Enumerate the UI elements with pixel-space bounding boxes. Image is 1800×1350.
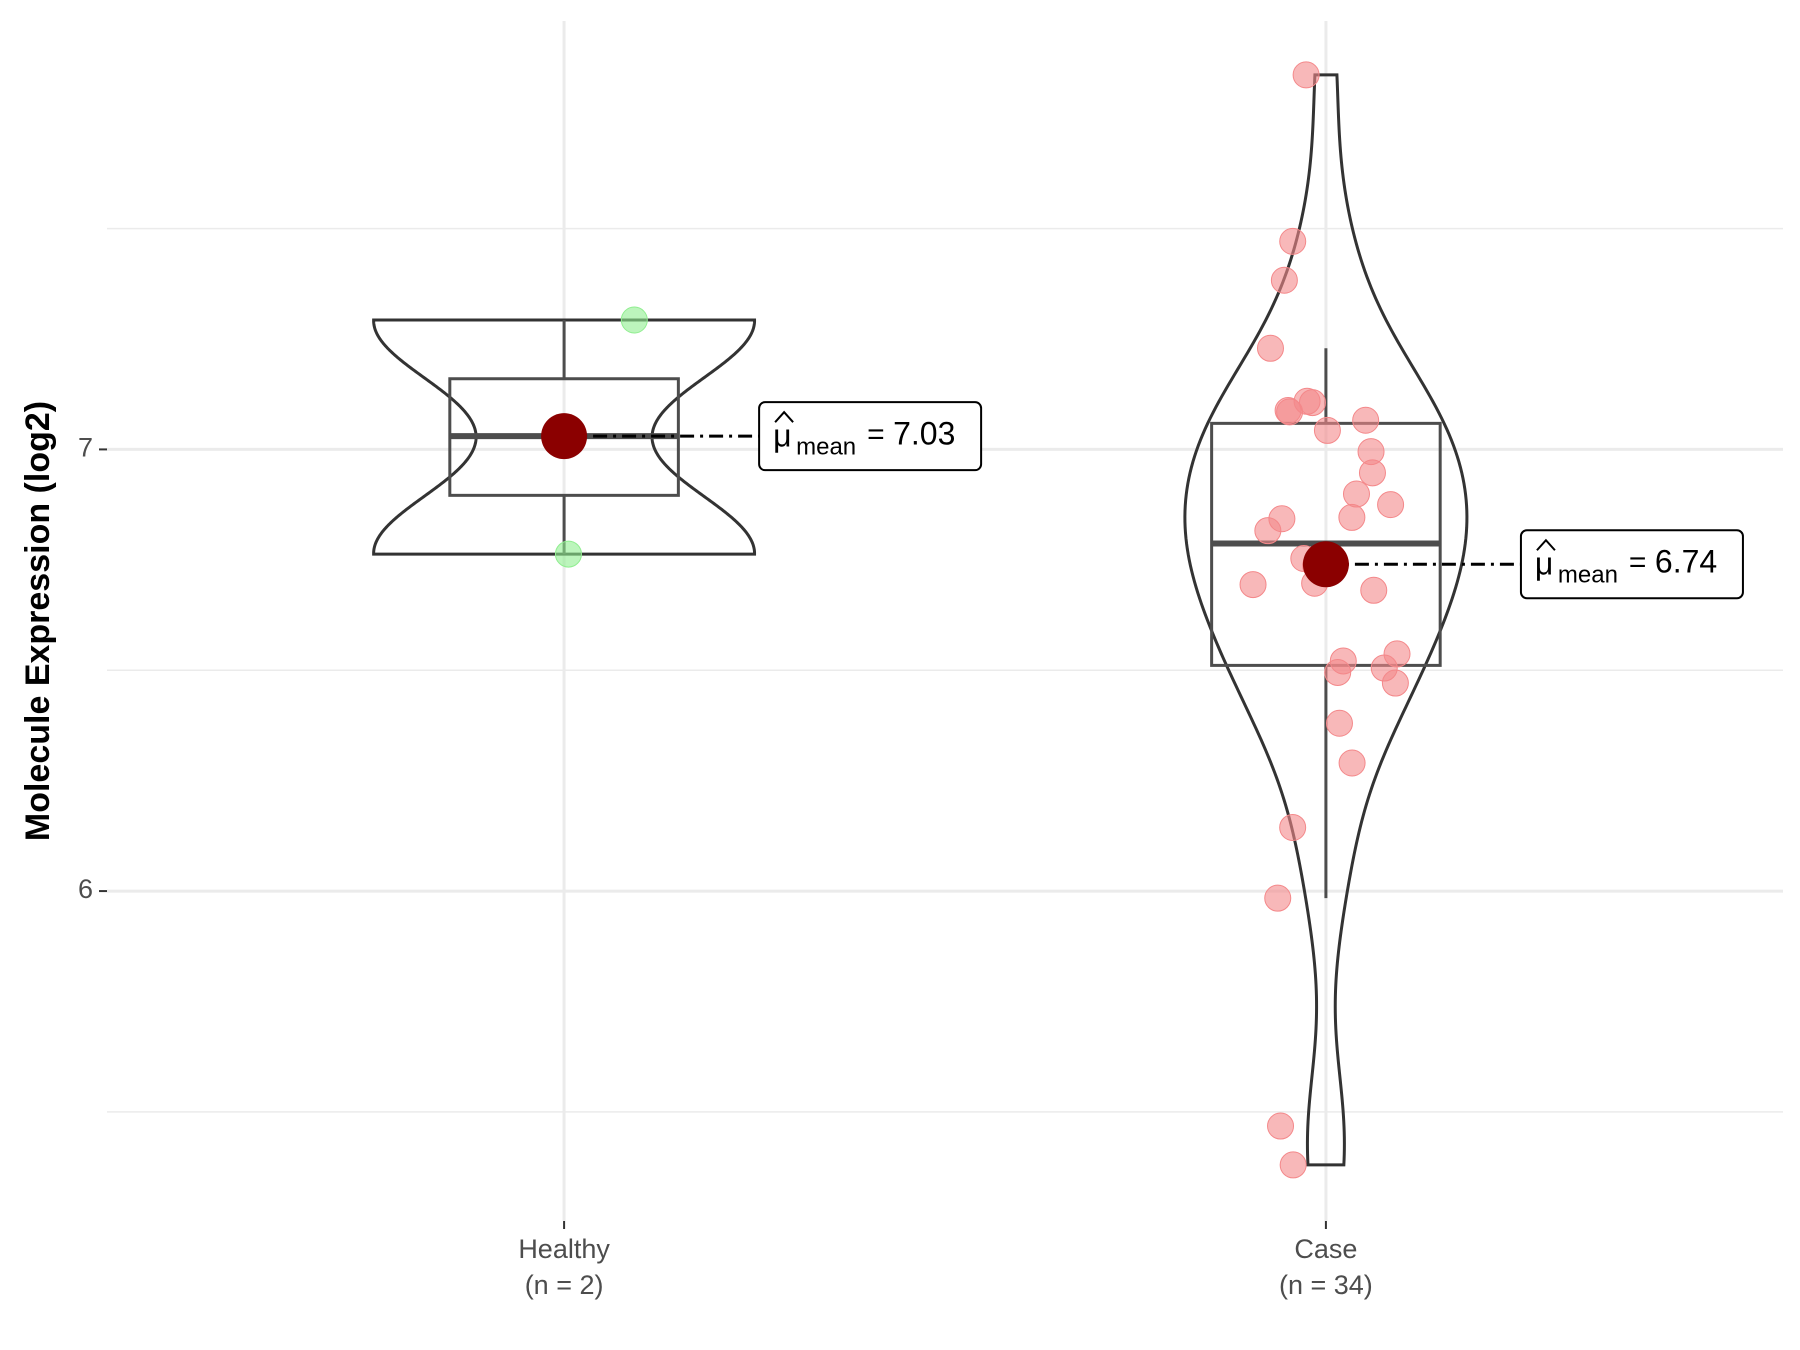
- data-point: [1267, 1112, 1295, 1140]
- mean-label: μ mean = 7.03: [758, 401, 983, 472]
- data-point: [1338, 749, 1366, 777]
- x-tick-sublabel: (n = 34): [1279, 1270, 1373, 1300]
- mean-point: [1302, 541, 1349, 588]
- mean-value: 7.03: [893, 416, 955, 452]
- mean-symbol: μ: [1535, 546, 1553, 582]
- data-point: [1381, 669, 1409, 697]
- y-axis-title: Molecule Expression (log2): [19, 401, 57, 841]
- data-point: [1377, 491, 1405, 519]
- data-point: [1313, 416, 1341, 444]
- mean-symbol: μ: [773, 418, 791, 454]
- mean-point: [541, 413, 588, 460]
- data-point: [1324, 658, 1352, 686]
- y-tick-label: 6: [78, 874, 93, 904]
- data-point: [1254, 517, 1282, 545]
- mean-label-box: [758, 401, 983, 472]
- data-point: [1239, 571, 1267, 599]
- data-point: [1338, 503, 1366, 531]
- data-point: [1256, 334, 1284, 362]
- data-point: [1270, 266, 1298, 294]
- data-point: [1360, 576, 1388, 604]
- mean-value: 6.74: [1655, 544, 1717, 580]
- data-point: [554, 540, 582, 568]
- data-point: [1264, 884, 1292, 912]
- mean-relation: =: [1629, 546, 1647, 579]
- data-point: [1279, 227, 1307, 255]
- mean-subscript: mean: [1558, 562, 1618, 589]
- x-tick-label: Case: [1294, 1234, 1357, 1264]
- mean-hat: [774, 410, 794, 423]
- x-tick-sublabel: (n = 2): [525, 1270, 604, 1300]
- data-point: [1276, 398, 1304, 426]
- mean-relation: =: [867, 418, 885, 451]
- mean-subscript: mean: [796, 434, 856, 461]
- data-point: [1352, 406, 1380, 434]
- y-tick-label: 7: [78, 433, 93, 463]
- mean-label-box: [1519, 529, 1744, 600]
- data-point: [1325, 709, 1353, 737]
- data-point: [620, 306, 648, 334]
- data-point: [1358, 459, 1386, 487]
- x-tick-label: Healthy: [518, 1234, 610, 1264]
- mean-hat: [1536, 538, 1556, 551]
- data-point: [1279, 1151, 1307, 1179]
- mean-label: μ mean = 6.74: [1519, 529, 1744, 600]
- data-point: [1342, 480, 1370, 508]
- data-point: [1279, 813, 1307, 841]
- data-point: [1292, 61, 1320, 89]
